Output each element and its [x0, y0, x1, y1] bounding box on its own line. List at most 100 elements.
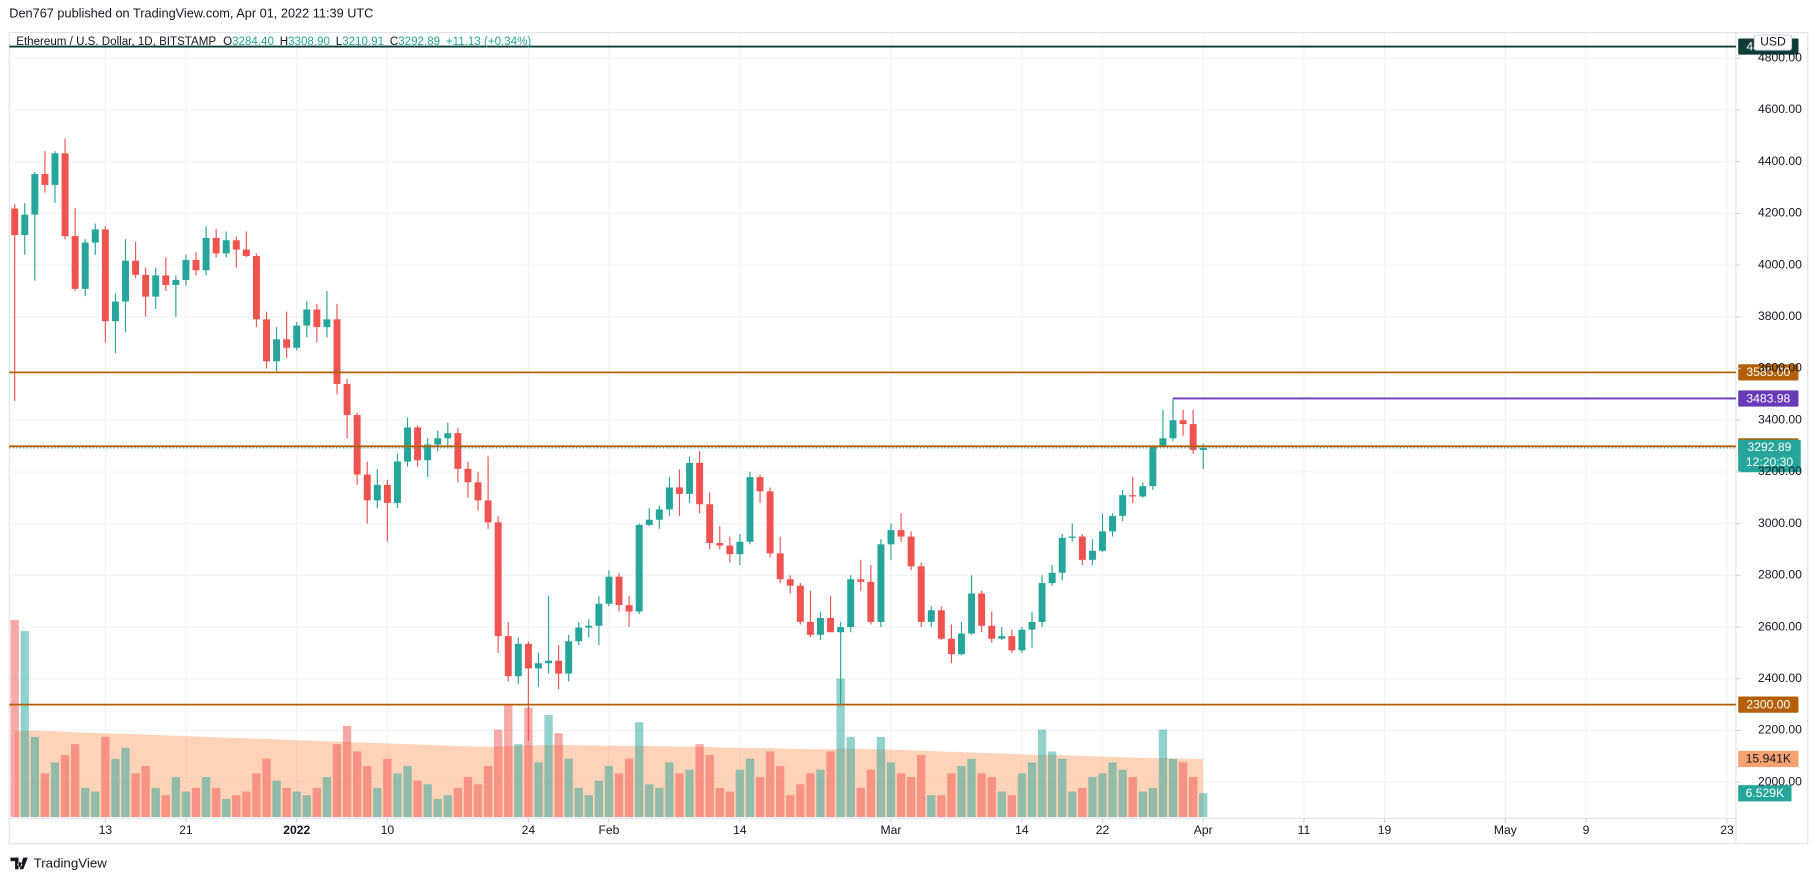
volume-bar — [1098, 773, 1107, 818]
volume-bar — [816, 769, 825, 818]
x-tick-label: 10 — [381, 823, 395, 837]
y-tick-label: 4800.00 — [1758, 50, 1802, 64]
candle-body — [101, 229, 109, 322]
candle-body — [545, 660, 553, 664]
grid — [9, 32, 1736, 818]
volume-bar — [796, 784, 805, 818]
candle-body — [806, 621, 814, 635]
candle-body — [263, 319, 270, 362]
volume-bar — [977, 773, 986, 818]
y-tick-label: 4400.00 — [1758, 154, 1802, 168]
volume-bar — [81, 787, 90, 818]
candle-body — [655, 509, 663, 520]
candle-body — [958, 633, 965, 655]
volume-bar — [1078, 787, 1087, 818]
y-tick-label: 2200.00 — [1758, 723, 1802, 737]
candle-body — [434, 438, 442, 445]
volume-bar — [715, 787, 724, 818]
volume-badge — [1738, 785, 1792, 802]
volume-bar — [383, 758, 392, 818]
candle-body — [947, 638, 955, 655]
candle-body — [1088, 550, 1096, 560]
candle-body — [897, 530, 905, 537]
candle-body — [1199, 447, 1207, 451]
candle-body — [726, 545, 734, 555]
candle-body — [273, 339, 281, 362]
volume-bar — [755, 776, 765, 818]
volume-bar — [806, 773, 815, 818]
volume-bar — [524, 707, 533, 818]
volume-bar — [181, 791, 191, 818]
candle-body — [1008, 636, 1016, 651]
candle-body — [907, 536, 915, 567]
volume-bar — [846, 736, 855, 818]
volume-bar — [91, 791, 100, 818]
candle-body — [11, 208, 19, 236]
legend-value: 3308.90 — [288, 36, 330, 48]
y-tick-label: 2000.00 — [1758, 774, 1802, 788]
volume-bar — [272, 780, 281, 818]
candle-body — [827, 618, 835, 633]
candle-body — [333, 319, 341, 385]
candle-body — [988, 625, 996, 639]
volume-bar — [765, 751, 775, 818]
candle-body — [464, 468, 472, 483]
level-label: 3585.00 — [1746, 365, 1790, 379]
candle-body — [555, 660, 563, 674]
candle-body — [696, 462, 704, 505]
legend-value: 3292.89 — [398, 36, 440, 48]
candle-body — [766, 491, 774, 554]
volume-bar — [1188, 776, 1198, 818]
volume-bar — [302, 795, 311, 818]
candle-body — [494, 522, 502, 637]
volume-bar — [242, 791, 251, 818]
candle-body — [585, 625, 593, 628]
candle-body — [927, 610, 935, 622]
volume-bar — [1168, 758, 1178, 818]
price-label: 3292.89 — [1748, 440, 1792, 454]
candle-body — [837, 627, 845, 633]
footer: TradingView — [34, 856, 108, 871]
candle-body — [1058, 537, 1066, 573]
level-label: 2300.00 — [1746, 697, 1790, 711]
candle-body — [605, 576, 613, 604]
price-badge — [1738, 439, 1801, 473]
candle-body — [675, 487, 683, 494]
x-tick-label: 9 — [1583, 823, 1590, 837]
candle-body — [182, 259, 190, 281]
candle-body — [665, 487, 673, 510]
volume-bar — [504, 704, 513, 818]
candle-body — [474, 482, 482, 501]
volume-bar — [906, 776, 916, 818]
volume-bar — [322, 776, 332, 818]
legend-symbol: Ethereum / U.S. Dollar, 1D, BITSTAMP — [16, 36, 216, 48]
volume-bar — [60, 755, 70, 818]
volume-bar — [232, 795, 241, 818]
volume-bar — [493, 729, 503, 818]
candle-body — [373, 484, 381, 501]
volume-bar — [312, 787, 322, 818]
legend-text: Ethereum / U.S. Dollar, 1D, BITSTAMP O328… — [16, 36, 531, 48]
volume-bar — [554, 733, 563, 818]
countdown: 12:20:30 — [1746, 455, 1794, 469]
y-tick-label: 3200.00 — [1758, 464, 1802, 478]
footer-logo: TradingView — [10, 856, 107, 871]
candle-body — [313, 309, 321, 328]
candle-body — [31, 174, 39, 215]
volume-bar — [705, 755, 714, 818]
candle-body — [786, 579, 794, 586]
candle-body — [383, 484, 391, 503]
candle-body — [132, 260, 140, 275]
candle-body — [242, 249, 250, 257]
volume-bar — [211, 787, 221, 818]
legend-prefix: H — [280, 36, 288, 48]
volume-bar — [10, 620, 19, 818]
volume-bar — [896, 773, 906, 818]
candle-body — [232, 240, 240, 250]
legend-prefix: O — [223, 36, 232, 48]
logo-mark — [10, 857, 28, 870]
axes: 2000.00 2200.00 2400.00 2600.00 2800.00 3000.… — [99, 50, 1803, 837]
volume-bar — [262, 758, 271, 818]
candle-body — [323, 319, 331, 328]
